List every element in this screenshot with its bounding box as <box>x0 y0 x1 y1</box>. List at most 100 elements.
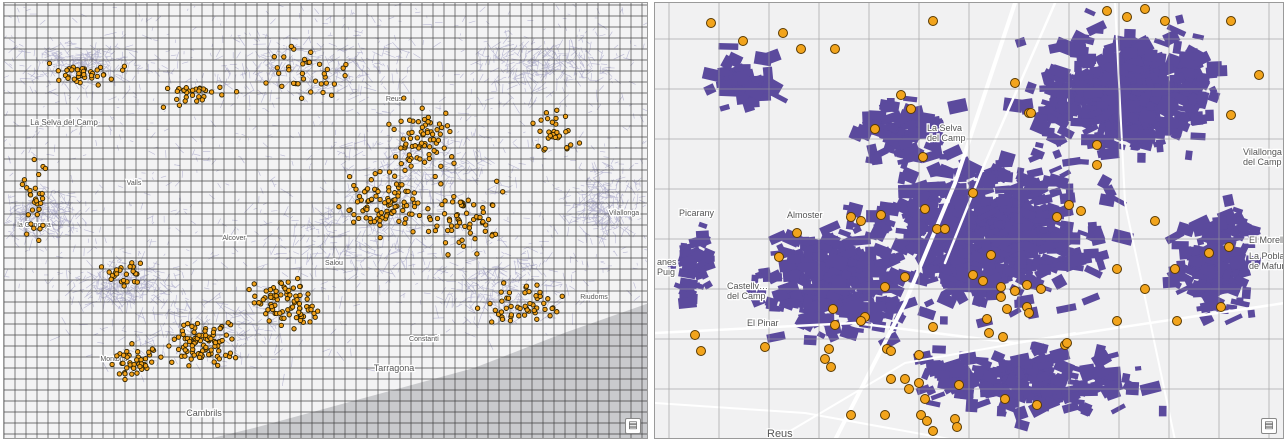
map-point[interactable] <box>1076 206 1086 216</box>
map-point[interactable] <box>533 293 539 299</box>
map-point[interactable] <box>441 145 447 151</box>
map-point[interactable] <box>375 188 381 195</box>
map-point[interactable] <box>922 416 932 426</box>
map-point[interactable] <box>304 296 310 302</box>
map-point[interactable] <box>449 154 455 160</box>
map-point[interactable] <box>127 263 133 270</box>
map-point[interactable] <box>876 210 886 220</box>
map-point[interactable] <box>1224 242 1234 252</box>
map-point[interactable] <box>24 185 30 191</box>
map-point[interactable] <box>33 198 39 204</box>
map-point[interactable] <box>411 203 418 210</box>
map-point[interactable] <box>498 289 504 295</box>
map-point[interactable] <box>306 59 313 65</box>
map-point[interactable] <box>534 316 540 322</box>
map-point[interactable] <box>1052 212 1062 222</box>
map-point[interactable] <box>517 305 523 312</box>
map-point[interactable] <box>122 371 128 377</box>
map-point[interactable] <box>543 110 550 116</box>
map-point[interactable] <box>377 217 383 224</box>
map-point[interactable] <box>137 363 143 370</box>
map-point[interactable] <box>158 354 164 360</box>
map-point[interactable] <box>42 165 49 172</box>
map-point[interactable] <box>521 312 528 318</box>
map-point[interactable] <box>350 219 357 225</box>
map-point[interactable] <box>485 216 492 223</box>
map-point[interactable] <box>1112 316 1122 326</box>
map-point[interactable] <box>191 329 197 335</box>
map-point[interactable] <box>401 199 407 205</box>
map-point[interactable] <box>38 200 44 206</box>
map-point[interactable] <box>1036 284 1046 294</box>
map-point[interactable] <box>489 319 495 325</box>
map-point[interactable] <box>353 186 359 192</box>
map-point[interactable] <box>37 226 43 232</box>
map-point[interactable] <box>1026 108 1036 118</box>
map-point[interactable] <box>196 88 202 94</box>
map-point[interactable] <box>998 332 1008 342</box>
map-point[interactable] <box>425 119 431 125</box>
map-point[interactable] <box>392 190 398 196</box>
map-point[interactable] <box>1122 12 1132 22</box>
map-point[interactable] <box>1092 160 1102 170</box>
map-point[interactable] <box>914 378 924 388</box>
map-point[interactable] <box>547 133 553 139</box>
map-point[interactable] <box>320 89 326 96</box>
map-point[interactable] <box>1140 4 1150 14</box>
map-point[interactable] <box>299 95 305 101</box>
map-point[interactable] <box>27 187 33 194</box>
map-point[interactable] <box>312 78 319 84</box>
map-point[interactable] <box>233 89 240 95</box>
map-point[interactable] <box>538 117 544 123</box>
map-point[interactable] <box>480 219 486 225</box>
map-point[interactable] <box>121 283 127 289</box>
map-point[interactable] <box>385 198 392 204</box>
map-point[interactable] <box>263 80 269 86</box>
map-point[interactable] <box>505 295 512 301</box>
map-point[interactable] <box>129 341 135 347</box>
map-point[interactable] <box>886 374 896 384</box>
map-point[interactable] <box>480 209 486 215</box>
map-point[interactable] <box>407 135 414 142</box>
map-point[interactable] <box>354 199 361 205</box>
map-point[interactable] <box>445 252 451 258</box>
map-point[interactable] <box>174 88 180 94</box>
map-point[interactable] <box>434 223 440 229</box>
map-point[interactable] <box>856 316 866 326</box>
map-point[interactable] <box>896 90 906 100</box>
map-point[interactable] <box>431 136 437 143</box>
map-point[interactable] <box>377 196 383 203</box>
map-point[interactable] <box>392 204 398 210</box>
map-point[interactable] <box>552 134 558 141</box>
map-point[interactable] <box>395 193 401 199</box>
map-point[interactable] <box>135 349 141 355</box>
map-point[interactable] <box>281 315 287 321</box>
map-point[interactable] <box>1102 6 1112 16</box>
map-point[interactable] <box>886 346 896 356</box>
map-point[interactable] <box>285 279 291 285</box>
map-point[interactable] <box>372 170 378 177</box>
map-point[interactable] <box>425 228 432 235</box>
map-point[interactable] <box>276 70 282 76</box>
map-point[interactable] <box>471 202 477 208</box>
map-point[interactable] <box>508 312 515 318</box>
map-point[interactable] <box>351 211 357 218</box>
map-point[interactable] <box>1226 110 1236 120</box>
map-point[interactable] <box>28 221 34 227</box>
map-point[interactable] <box>824 344 834 354</box>
map-point[interactable] <box>263 311 269 317</box>
map-point[interactable] <box>846 212 856 222</box>
map-point[interactable] <box>554 309 560 315</box>
map-point[interactable] <box>266 318 272 324</box>
map-point[interactable] <box>426 144 433 150</box>
map-point[interactable] <box>562 113 569 120</box>
map-point[interactable] <box>482 228 488 234</box>
map-point[interactable] <box>265 307 271 313</box>
map-point[interactable] <box>71 76 77 82</box>
map-point[interactable] <box>904 384 914 394</box>
map-point[interactable] <box>432 173 438 180</box>
map-point[interactable] <box>563 129 569 135</box>
map-point[interactable] <box>299 70 306 77</box>
map-point[interactable] <box>108 76 114 82</box>
map-point[interactable] <box>196 354 203 361</box>
